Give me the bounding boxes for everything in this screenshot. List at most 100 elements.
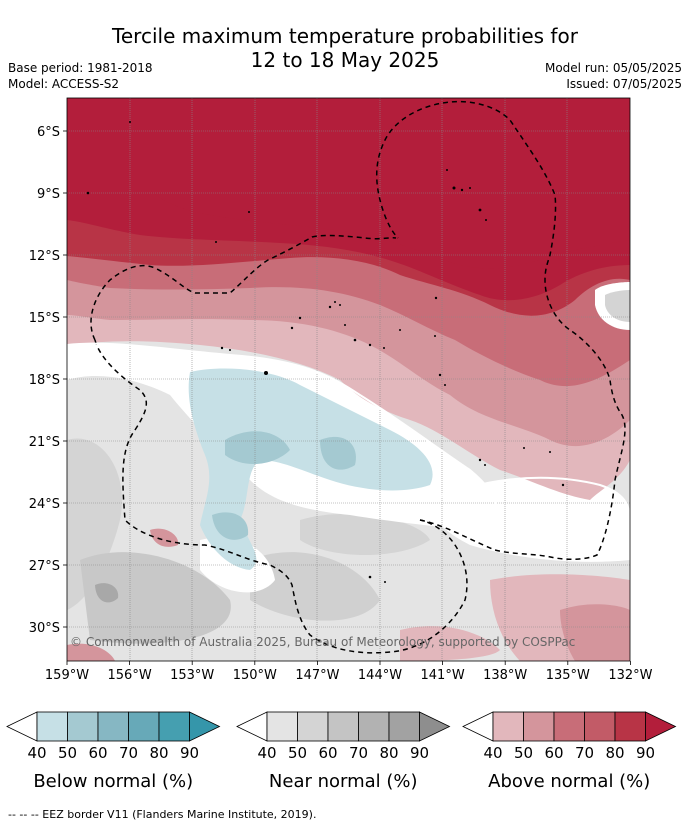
legend-segment xyxy=(358,711,390,742)
legend-tick-label: 90 xyxy=(636,744,655,762)
legend-segment xyxy=(388,711,420,742)
legend-title: Near normal (%) xyxy=(269,771,418,792)
legend-0: 40 50 60 70 80 90 Below normal (%) xyxy=(6,711,221,792)
legend-tick-label: 70 xyxy=(119,744,138,762)
lon-label: 138°W xyxy=(483,668,527,683)
legends: 40 50 60 70 80 90 Below normal (%) 40 50 60 70 80 90… xyxy=(6,711,677,792)
near-normal-patch xyxy=(80,552,231,644)
above-normal-patch xyxy=(400,626,500,661)
legend-tick-label: 60 xyxy=(544,744,563,762)
legend-segment xyxy=(327,711,359,742)
model-run-text: Model run: 05/05/2025 xyxy=(544,61,682,75)
title-line-2: 12 to 18 May 2025 xyxy=(250,48,440,72)
map-frame xyxy=(66,97,631,662)
lon-label: 156°W xyxy=(108,668,152,683)
legend-segment xyxy=(584,711,616,742)
lon-label: 150°W xyxy=(233,668,277,683)
islands xyxy=(86,121,565,583)
legend-tick-label: 50 xyxy=(288,744,307,762)
meta-right: Model run: 05/05/2025 Issued: 07/05/2025 xyxy=(545,60,682,92)
legend-segment xyxy=(67,711,99,742)
below-normal-region xyxy=(232,370,256,385)
base-period-text: Base period: 1981-2018 xyxy=(8,61,153,75)
legend-tick-label: 50 xyxy=(58,744,77,762)
lat-label: 6°S xyxy=(37,125,60,140)
legend-min-triangle xyxy=(236,711,268,742)
legend-segment xyxy=(523,711,555,742)
title-line-1: Tercile maximum temperature probabilitie… xyxy=(112,24,578,48)
chart-title: Tercile maximum temperature probabilitie… xyxy=(0,24,690,72)
lat-label: 12°S xyxy=(29,249,60,264)
legend-tick-label: 40 xyxy=(483,744,502,762)
map-area: © Commonwealth of Australia 2025, Bureau… xyxy=(67,98,630,661)
above-normal-band-6 xyxy=(150,98,630,269)
legend-segment xyxy=(128,711,160,742)
legend-tick-label: 50 xyxy=(514,744,533,762)
near-normal-patch xyxy=(67,438,122,610)
longitude-labels: 159°W 156°W 153°W 150°W 147°W 144°W 141°W 138°W… xyxy=(45,661,653,683)
lat-label: 18°S xyxy=(29,373,60,388)
legend-tick-label: 90 xyxy=(180,744,199,762)
forecast-map: © Commonwealth of Australia 2025, Bureau… xyxy=(6,97,677,792)
legend-tick-label: 80 xyxy=(149,744,168,762)
near-normal-patch xyxy=(250,552,380,621)
lon-label: 153°W xyxy=(170,668,214,683)
legend-tick-label: 40 xyxy=(27,744,46,762)
above-normal-patch xyxy=(67,643,115,661)
lon-label: 147°W xyxy=(295,668,339,683)
latitude-labels: 6°S 9°S 12°S 15°S 18°S 21°S 24°S 27°S 30°S xyxy=(29,125,67,636)
legend-tick-label: 80 xyxy=(379,744,398,762)
copyright-text: © Commonwealth of Australia 2025, Bureau… xyxy=(70,635,575,649)
legend-tick-label: 60 xyxy=(318,744,337,762)
legend-max-triangle xyxy=(189,711,221,742)
legend-2: 40 50 60 70 80 90 Above normal (%) xyxy=(462,711,677,792)
lon-label: 141°W xyxy=(421,668,465,683)
lat-label: 21°S xyxy=(29,435,60,450)
white-zone xyxy=(430,477,630,562)
lat-label: 27°S xyxy=(29,559,60,574)
legend-tick-label: 40 xyxy=(257,744,276,762)
lat-label: 24°S xyxy=(29,497,60,512)
below-normal-region xyxy=(320,436,356,470)
eez-border xyxy=(90,234,397,341)
near-normal-patch xyxy=(300,513,430,555)
near-normal-patch xyxy=(95,583,119,603)
eez-border xyxy=(94,339,468,654)
lat-label: 9°S xyxy=(37,187,60,202)
legend-tick-label: 90 xyxy=(410,744,429,762)
legend-tick-label: 70 xyxy=(575,744,594,762)
legend-segment xyxy=(553,711,585,742)
legend-max-triangle xyxy=(419,711,451,742)
legend-min-triangle xyxy=(462,711,494,742)
eez-footnote: -- -- -- EEZ border V11 (Flanders Marine… xyxy=(8,808,317,821)
lat-label: 30°S xyxy=(29,621,60,636)
legend-1: 40 50 60 70 80 90 Near normal (%) xyxy=(236,711,451,792)
below-normal-region xyxy=(188,368,433,570)
issued-text: Issued: 07/05/2025 xyxy=(566,77,682,91)
legend-title: Above normal (%) xyxy=(488,771,650,792)
lon-label: 132°W xyxy=(608,668,652,683)
meta-left: Base period: 1981-2018 Model: ACCESS-S2 xyxy=(8,60,153,92)
legend-segment xyxy=(97,711,129,742)
legend-title: Below normal (%) xyxy=(33,771,193,792)
below-normal-region xyxy=(212,512,249,540)
lon-label: 135°W xyxy=(546,668,590,683)
near-normal-bubble xyxy=(605,290,630,322)
lon-label: 144°W xyxy=(358,668,402,683)
contour-line xyxy=(67,342,498,531)
lat-label: 15°S xyxy=(29,311,60,326)
below-normal-region xyxy=(225,431,290,465)
legend-segment xyxy=(297,711,329,742)
legend-segment xyxy=(158,711,190,742)
legend-segment xyxy=(492,711,524,742)
legend-max-triangle xyxy=(645,711,677,742)
legend-segment xyxy=(36,711,68,742)
above-normal-patch xyxy=(560,604,630,661)
legend-tick-label: 80 xyxy=(605,744,624,762)
model-text: Model: ACCESS-S2 xyxy=(8,77,120,91)
legend-min-triangle xyxy=(6,711,38,742)
legend-tick-label: 60 xyxy=(88,744,107,762)
legend-segment xyxy=(266,711,298,742)
above-normal-patch xyxy=(150,528,179,547)
legend-segment xyxy=(614,711,646,742)
